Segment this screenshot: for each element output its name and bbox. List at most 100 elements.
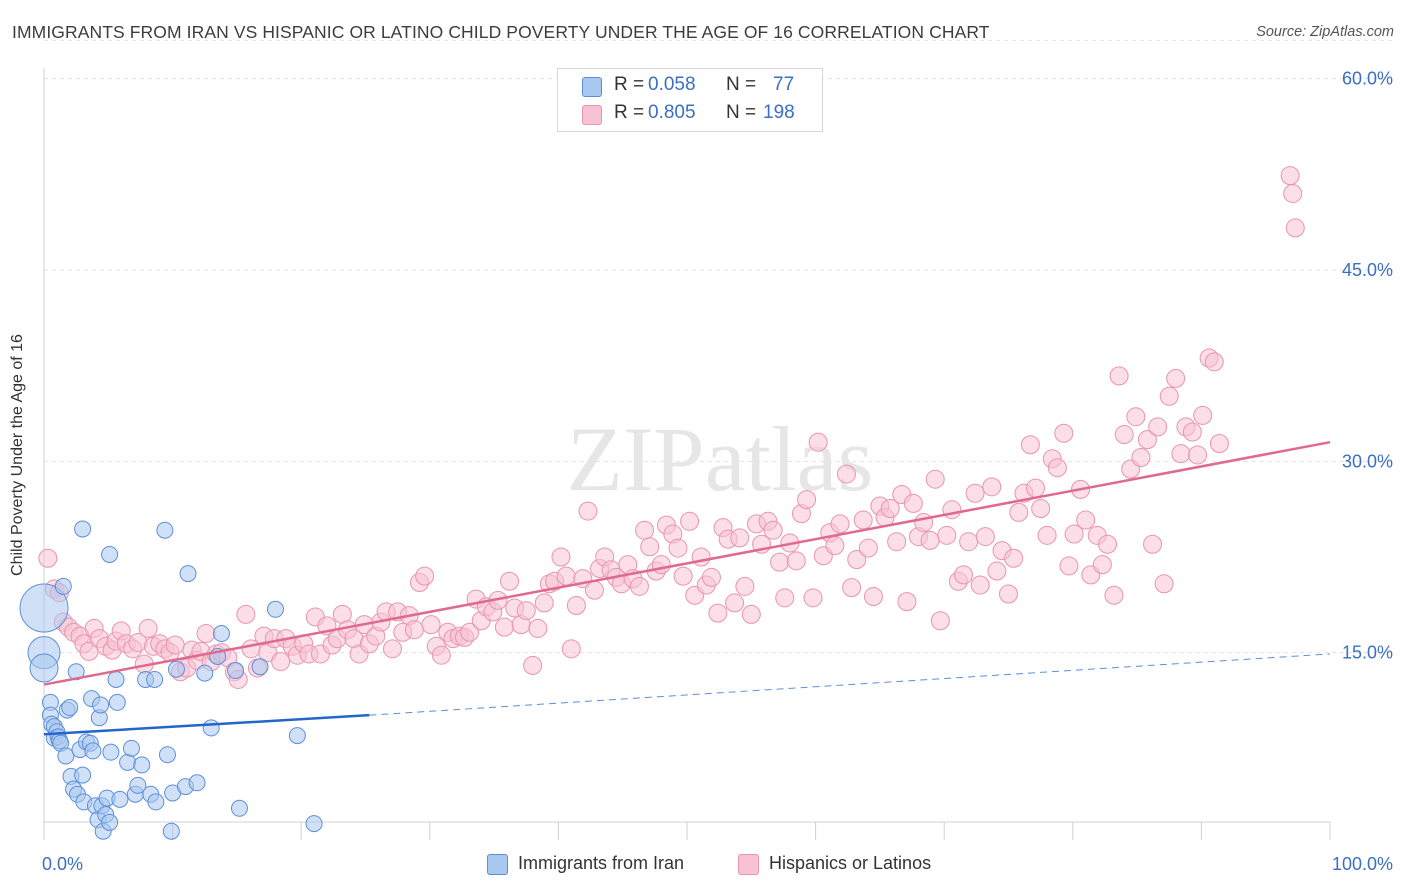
data-point-hispanic — [730, 528, 750, 548]
data-point-iran — [54, 577, 72, 595]
data-point-iran — [74, 766, 92, 784]
data-point-iran — [108, 693, 126, 711]
data-point-hispanic — [930, 611, 950, 631]
data-point-hispanic — [842, 578, 862, 598]
data-point-hispanic — [897, 592, 917, 612]
data-point-hispanic — [1037, 525, 1057, 545]
data-point-iran — [101, 813, 119, 831]
data-point-hispanic — [673, 566, 693, 586]
data-point-hispanic — [578, 501, 598, 521]
data-point-iran — [147, 793, 165, 811]
legend-swatch-pink — [582, 105, 602, 125]
data-point-hispanic — [1154, 574, 1174, 594]
data-point-hispanic — [415, 566, 435, 586]
data-point-hispanic — [999, 584, 1018, 604]
data-point-hispanic — [1188, 445, 1208, 465]
data-point-hispanic — [383, 639, 403, 659]
data-point-hispanic — [1285, 218, 1305, 238]
data-point-iran — [251, 658, 269, 676]
legend-n-label: N = — [726, 102, 757, 123]
data-point-hispanic — [1104, 585, 1124, 605]
data-point-hispanic — [629, 576, 649, 596]
data-point-hispanic — [1137, 430, 1157, 450]
data-point-hispanic — [523, 655, 543, 675]
data-point-hispanic — [1076, 510, 1096, 530]
data-point-iran — [179, 565, 197, 583]
data-point-hispanic — [965, 483, 985, 503]
data-point-hispanic — [500, 571, 520, 591]
data-point-hispanic — [1109, 366, 1129, 386]
data-point-hispanic — [920, 530, 940, 550]
data-point-hispanic — [880, 499, 900, 519]
data-point-hispanic — [959, 532, 979, 552]
data-point-hispanic — [566, 595, 586, 615]
data-point-iran — [162, 822, 180, 840]
trend-line-hispanic — [43, 440, 1331, 686]
data-point-hispanic — [431, 645, 451, 665]
data-point-hispanic — [196, 624, 216, 644]
data-point-iran — [19, 583, 69, 633]
legend-n-value: 77 — [773, 74, 795, 95]
data-point-hispanic — [1059, 556, 1079, 576]
data-point-hispanic — [1126, 407, 1146, 427]
data-point-hispanic — [708, 603, 728, 623]
data-point-hispanic — [825, 536, 845, 556]
data-point-hispanic — [528, 618, 548, 638]
legend-n-label: N = — [726, 74, 757, 95]
data-point-iran — [212, 625, 230, 643]
data-point-hispanic — [914, 513, 934, 533]
x-tick-label: 0.0% — [42, 854, 83, 874]
data-point-hispanic — [1009, 502, 1029, 522]
legend-row-hispanic: R = 0.805 N = 198 — [558, 102, 822, 128]
data-point-hispanic — [797, 490, 817, 510]
series-iran-points — [19, 520, 323, 840]
data-point-hispanic — [725, 593, 745, 613]
data-point-iran — [61, 699, 79, 717]
data-point-iran — [188, 774, 206, 792]
data-point-hispanic — [584, 580, 604, 600]
bottom-legend-label: Hispanics or Latinos — [769, 853, 932, 873]
data-point-hispanic — [1166, 368, 1186, 388]
data-point-iran — [133, 756, 151, 774]
data-point-hispanic — [701, 567, 721, 587]
data-point-iran — [288, 727, 306, 745]
data-point-iran — [101, 545, 119, 563]
data-point-iran — [266, 600, 284, 618]
data-point-hispanic — [271, 652, 291, 672]
data-point-hispanic — [975, 527, 995, 547]
source-label: Source: ZipAtlas.com — [1256, 24, 1394, 40]
data-point-iran — [167, 660, 185, 678]
trend-line-iran-extension — [369, 653, 1331, 716]
data-point-hispanic — [404, 620, 424, 640]
data-point-hispanic — [770, 552, 790, 572]
data-point-hispanic — [1064, 524, 1084, 544]
data-point-hispanic — [982, 477, 1002, 497]
data-point-hispanic — [651, 555, 671, 575]
data-point-hispanic — [1047, 458, 1067, 478]
y-tick-label: 30.0% — [1342, 451, 1393, 471]
gridlines — [44, 39, 1392, 654]
data-point-iran — [230, 799, 248, 817]
y-tick-label: 45.0% — [1342, 260, 1393, 280]
x-tick-label: 100.0% — [1332, 854, 1393, 874]
legend-r-label: R = — [614, 102, 645, 123]
data-point-hispanic — [830, 514, 850, 534]
data-point-hispanic — [1026, 478, 1046, 498]
data-point-hispanic — [858, 538, 878, 558]
data-point-hispanic — [236, 604, 256, 624]
bottom-legend-iran: Immigrants from Iran — [487, 853, 717, 877]
data-point-hispanic — [551, 547, 571, 567]
data-point-hispanic — [494, 617, 514, 637]
bottom-legend-hispanic: Hispanics or Latinos — [738, 853, 968, 877]
data-point-iran — [158, 746, 176, 764]
y-tick-label: 60.0% — [1342, 69, 1393, 89]
data-point-iran — [122, 739, 140, 757]
bottom-legend-swatch-pink — [738, 854, 759, 875]
bottom-legend-label: Immigrants from Iran — [518, 853, 685, 873]
legend-swatch-blue — [582, 77, 602, 97]
data-point-hispanic — [138, 618, 158, 638]
data-point-hispanic — [1092, 555, 1112, 575]
data-point-hispanic — [887, 532, 907, 552]
data-point-hispanic — [165, 635, 185, 655]
